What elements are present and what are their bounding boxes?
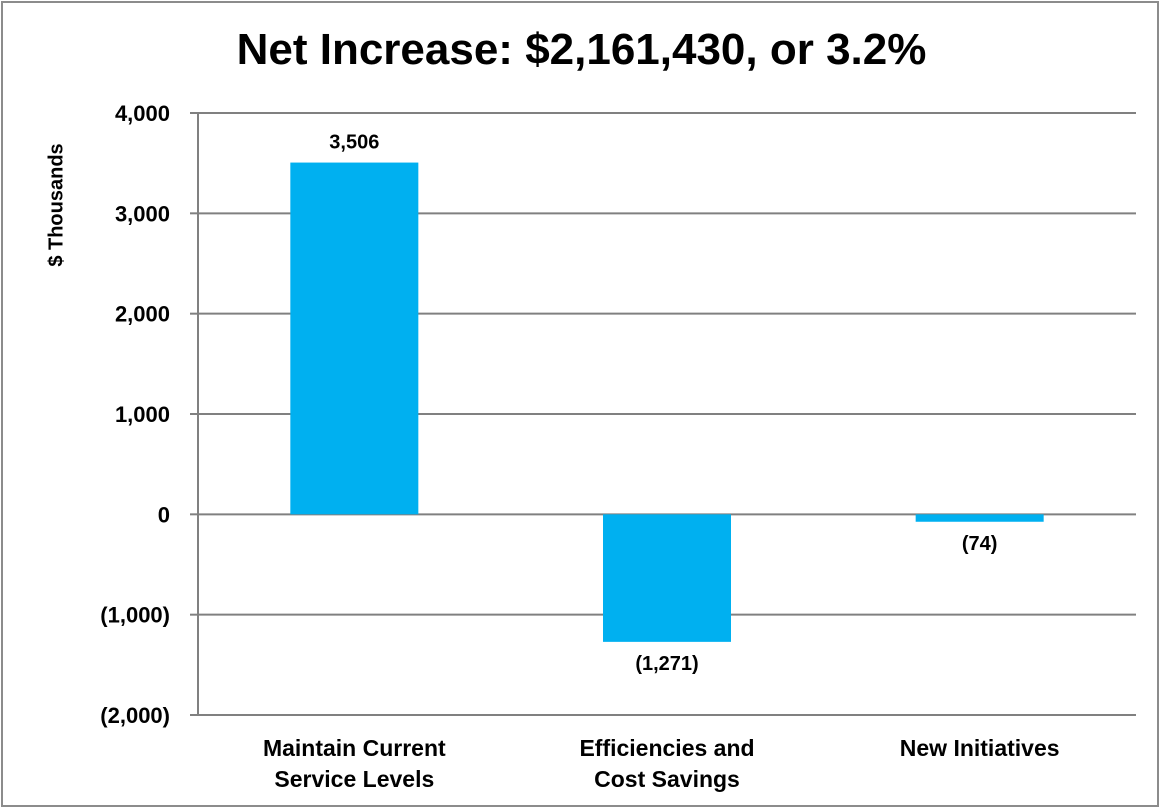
x-tick-label: Maintain Current [263,735,446,761]
y-tick-label: 2,000 [115,302,170,327]
x-tick-label: Efficiencies and [579,735,754,761]
data-label: 3,506 [329,132,379,154]
x-tick-label: Service Levels [274,766,434,792]
x-tick-label: Cost Savings [594,766,740,792]
bar [915,514,1044,522]
y-tick-label: (2,000) [100,703,170,728]
y-tick-label: 4,000 [115,101,170,126]
y-tick-label: (1,000) [100,603,170,628]
y-tick-label: 3,000 [115,201,170,226]
y-tick-label: 1,000 [115,402,170,427]
x-tick-label: New Initiatives [900,735,1060,761]
data-label: (74) [962,533,998,555]
y-tick-label: 0 [158,502,170,527]
bar [603,514,731,642]
bar [290,162,419,515]
chart-title: Net Increase: $2,161,430, or 3.2% [236,25,927,74]
data-label: (1,271) [635,653,698,675]
